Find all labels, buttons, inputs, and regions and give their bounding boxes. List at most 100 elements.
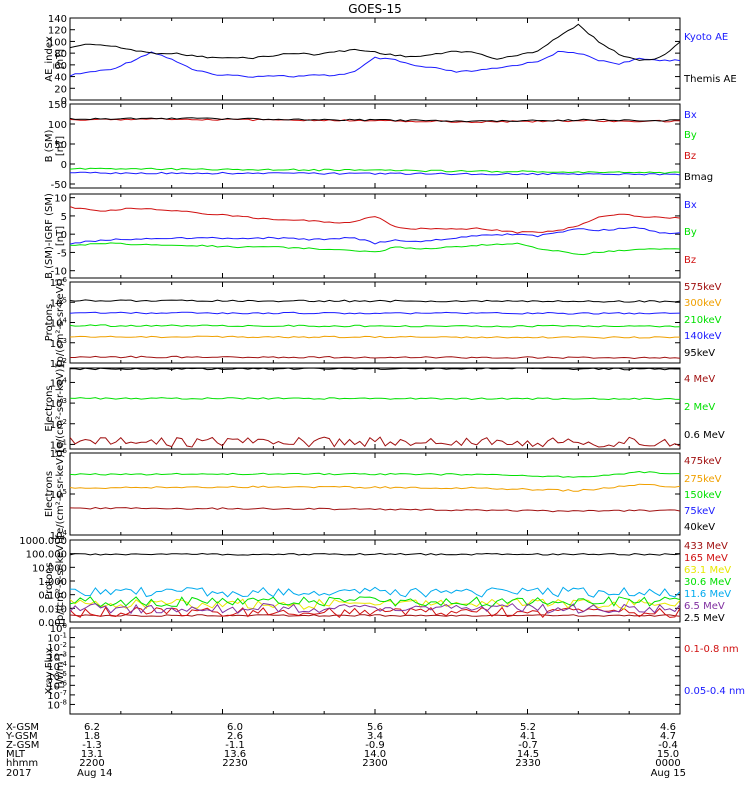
series-line (70, 552, 680, 556)
series-line (70, 368, 680, 371)
series-line (70, 226, 680, 245)
y-tick-label: 120 (48, 26, 67, 37)
ephemeris-value: 4.1 (520, 731, 536, 742)
ephemeris-value: 4.6 (660, 722, 676, 733)
y-tick-label: 103 (50, 337, 67, 350)
legend-entry: Kyoto AE (684, 32, 728, 43)
legend-entry: 40keV (684, 522, 715, 533)
y-tick-label: 10-8 (47, 698, 67, 711)
y-axis-label: B (SM)[nT] (44, 129, 66, 162)
series-line (70, 299, 680, 303)
ephemeris-value: 13.1 (81, 749, 103, 760)
y-tick-label: -50 (51, 180, 67, 191)
legend-entry: 4 MeV (684, 374, 715, 385)
y-axis-label: Protons[p/(cm²-s-sr-keV)] (44, 537, 66, 625)
legend-entry: 75keV (684, 506, 715, 517)
series-line (70, 397, 680, 401)
ephemeris-value: 6.2 (84, 722, 100, 733)
y-tick-label: 100.000 (26, 550, 67, 561)
y-tick-label: 104 (50, 317, 68, 330)
ephemeris-value: 1.8 (84, 731, 100, 742)
y-axis-label: Protons[p/(cm²-s-sr-keV)] (44, 279, 66, 367)
legend-entry: By (684, 130, 697, 141)
series-line (70, 324, 680, 328)
series-line (70, 335, 680, 339)
y-tick-label: 101 (50, 438, 67, 451)
legend-entry: By (684, 227, 697, 238)
y-tick-label: 10.000 (32, 563, 67, 574)
legend-entry: Bz (684, 255, 696, 266)
series-line (70, 171, 680, 176)
ephemeris-label: 2017 (6, 768, 31, 779)
y-axis-label: Xray Flux[W/m²] (44, 647, 66, 694)
legend-entry: 0.05-0.4 nm (684, 686, 745, 697)
ephemeris-value: 15.0 (657, 749, 679, 760)
y-tick-label: 1000.000 (19, 536, 67, 547)
ephemeris-value: 2.6 (227, 731, 243, 742)
y-tick-label: 102 (50, 418, 67, 431)
legend-entry: 165 MeV (684, 553, 728, 564)
series-line (70, 470, 680, 478)
series-group (70, 552, 680, 619)
legend-entry: Bx (684, 110, 697, 121)
y-axis-label: B (SM)-IGRF (SM)[nT] (44, 193, 66, 279)
legend-entry: 575keV (684, 282, 722, 293)
ephemeris-value: -0.7 (518, 740, 538, 751)
ephemeris-value: 14.0 (364, 749, 386, 760)
legend-entry: 475keV (684, 456, 722, 467)
panel-frame (69, 103, 681, 189)
series-line (70, 614, 680, 617)
y-tick-label: -10 (51, 267, 67, 278)
y-tick-label: 104 (50, 529, 68, 542)
legend-entry: 0.1-0.8 nm (684, 644, 739, 655)
series-line (70, 117, 680, 123)
series-line (70, 355, 680, 360)
ephemeris-value: Aug 14 (77, 768, 112, 779)
y-tick-label: 106 (50, 447, 68, 460)
ephemeris-value: 2300 (362, 758, 387, 769)
series-line (70, 506, 680, 513)
panel-frame (69, 367, 681, 450)
ephemeris-value: -1.1 (225, 740, 245, 751)
legend-entry: 63.1 MeV (684, 565, 731, 576)
y-tick-label: 104 (50, 376, 68, 389)
series-line (70, 242, 680, 256)
ephemeris-value: 2230 (222, 758, 247, 769)
ephemeris-label: Z-GSM (6, 740, 39, 751)
series-line (70, 586, 680, 598)
y-tick-label: 5 (61, 212, 67, 223)
y-tick-label: 1.000 (38, 577, 67, 588)
y-tick-label: 140 (48, 14, 67, 25)
series-line (70, 23, 680, 61)
ephemeris-value: 2330 (515, 758, 540, 769)
ephemeris-value: -0.9 (365, 740, 385, 751)
y-tick-label: 100 (48, 120, 67, 131)
y-tick-label: 105 (50, 488, 67, 501)
ephemeris-label: hhmm (6, 758, 38, 769)
legend-entry: 210keV (684, 315, 722, 326)
ephemeris-value: 0000 (655, 758, 680, 769)
ephemeris-value: 3.4 (367, 731, 383, 742)
y-tick-label: -5 (57, 248, 67, 259)
figure-title: GOES-15 (348, 2, 402, 16)
legend-entry: 11.6 MeV (684, 589, 731, 600)
panel-4: 102 103 104 105 106Protons[p/(cm²-s-sr-keV)]… (44, 276, 722, 370)
ephemeris-value: 14.5 (517, 749, 539, 760)
series-line (70, 311, 680, 315)
y-tick-label: 100 (50, 622, 67, 635)
y-tick-label: 10-4 (47, 660, 67, 673)
series-line (70, 117, 680, 124)
series-line (70, 206, 680, 234)
y-tick-label: 60 (54, 61, 67, 72)
series-group (70, 299, 680, 360)
y-tick-label: 100 (48, 37, 67, 48)
series-line (70, 167, 680, 174)
y-tick-label: 10-6 (47, 679, 67, 692)
series-line (70, 596, 680, 608)
series-line (70, 598, 680, 610)
y-tick-label: 10-7 (47, 689, 67, 702)
y-tick-label: 0.001 (38, 618, 67, 629)
